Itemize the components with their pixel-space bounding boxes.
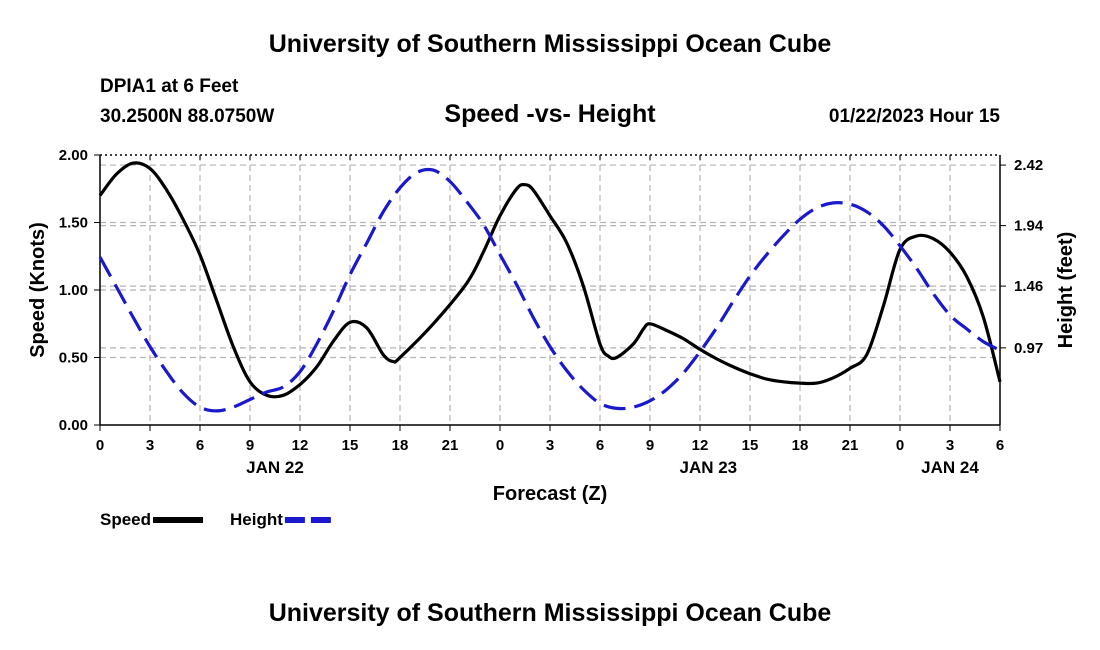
x-tick-label: 9 — [246, 437, 254, 454]
footer-title: University of Southern Mississippi Ocean… — [268, 599, 832, 627]
legend-label-height: Height — [230, 510, 283, 529]
x-tick-label: 18 — [792, 437, 809, 454]
y2-tick-label: 1.94 — [1014, 218, 1044, 235]
x-tick-label: 12 — [292, 437, 309, 454]
y-tick-label: 0.00 — [59, 417, 88, 434]
speed-series-line — [98, 161, 1002, 399]
legend: Speed Height — [100, 510, 335, 529]
gridlines — [100, 155, 1000, 425]
x-tick-label: 21 — [442, 437, 459, 454]
axes: 0 3 6 9 12 15 18 21 0 3 6 9 12 15 18 21 0 3 6 JAN 22 JAN 23 J… — [59, 147, 1044, 477]
y2-tick-label: 1.46 — [1014, 278, 1043, 295]
x-tick-label: 15 — [342, 437, 359, 454]
x-tick-label: 3 — [946, 437, 954, 454]
axis-labels: Forecast (Z) Speed (Knots) Height (feet) — [27, 222, 1077, 505]
y2-tick-label: 2.42 — [1014, 157, 1043, 174]
x-axis-title: Forecast (Z) — [493, 483, 607, 505]
height-series-line — [98, 167, 1001, 413]
x-tick-label: 0 — [896, 437, 904, 454]
y2-tick-label: 0.97 — [1014, 340, 1043, 357]
y-tick-label: 1.00 — [59, 282, 88, 299]
y-tick-label: 0.50 — [59, 350, 88, 367]
chart-subtitle: Speed -vs- Height — [444, 100, 656, 128]
chart-title: University of Southern Mississippi Ocean… — [268, 30, 832, 58]
date-label: JAN 24 — [921, 458, 979, 477]
date-label: JAN 23 — [680, 458, 738, 477]
x-tick-label: 21 — [842, 437, 859, 454]
x-tick-label: 18 — [392, 437, 409, 454]
x-tick-label: 6 — [596, 437, 604, 454]
x-tick-label: 3 — [146, 437, 154, 454]
y-tick-label: 2.00 — [59, 147, 88, 164]
x-tick-label: 15 — [742, 437, 759, 454]
x-tick-label: 0 — [496, 437, 504, 454]
y-axis-title: Speed (Knots) — [27, 222, 49, 358]
date-label: JAN 22 — [246, 458, 304, 477]
x-tick-label: 12 — [692, 437, 709, 454]
x-tick-label: 0 — [96, 437, 104, 454]
y2-axis-title: Height (feet) — [1055, 232, 1077, 349]
station-coordinates: 30.2500N 88.0750W — [100, 106, 275, 127]
x-tick-label: 6 — [996, 437, 1004, 454]
forecast-datestamp: 01/22/2023 Hour 15 — [828, 106, 1000, 127]
x-tick-label: 3 — [546, 437, 554, 454]
legend-label-speed: Speed — [100, 510, 151, 529]
series — [98, 161, 1002, 413]
x-tick-label: 9 — [646, 437, 654, 454]
y-tick-label: 1.50 — [59, 215, 88, 232]
x-tick-label: 6 — [196, 437, 204, 454]
station-label: DPIA1 at 6 Feet — [100, 76, 239, 97]
